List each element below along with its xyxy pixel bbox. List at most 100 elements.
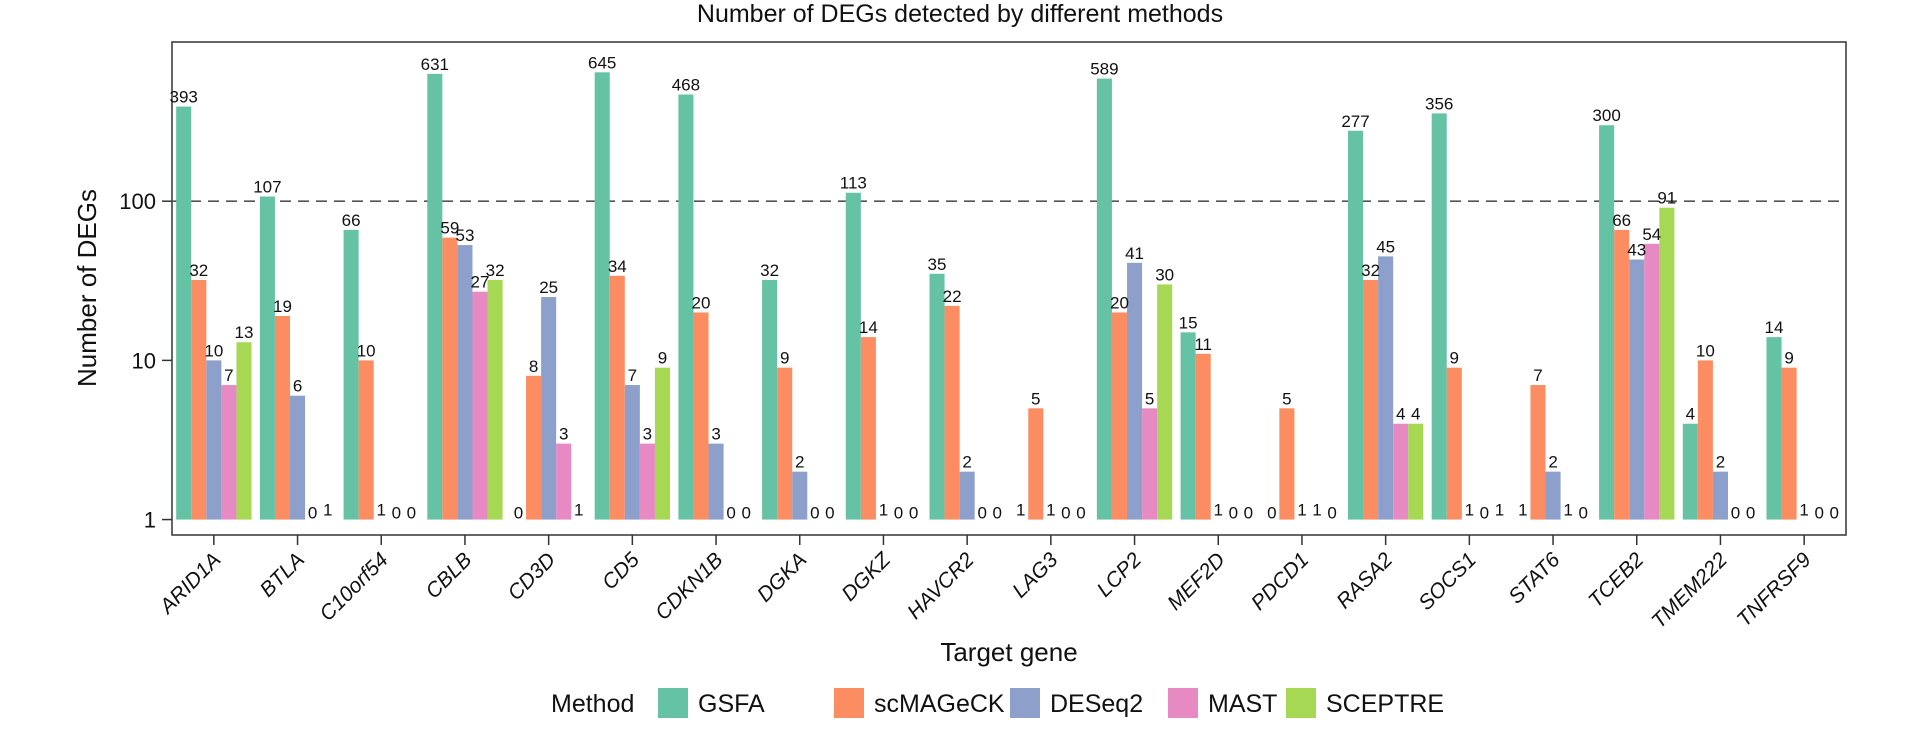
bar-value-label: 0 (1327, 504, 1336, 523)
legend-swatch (1286, 688, 1316, 718)
x-tick-label: LAG3 (1008, 548, 1062, 602)
bar (457, 245, 473, 520)
x-tick-label: DGKA (753, 548, 811, 606)
x-tick-label: DGKZ (837, 547, 895, 605)
bar-value-label: 35 (928, 255, 947, 274)
bar-value-label: 0 (1244, 504, 1253, 523)
bar-value-label: 22 (943, 287, 962, 306)
bar (1279, 408, 1295, 520)
bar-value-label: 0 (1061, 504, 1070, 523)
bar (1599, 125, 1615, 520)
legend-label: scMAGeCK (874, 690, 1005, 718)
bar-value-label: 0 (1731, 504, 1740, 523)
bar-value-label: 0 (810, 504, 819, 523)
bar (541, 297, 557, 520)
bar (777, 367, 793, 520)
bar-value-label: 3 (643, 425, 652, 444)
bar (221, 385, 237, 520)
bar-value-label: 0 (909, 504, 918, 523)
bar-value-label: 8 (529, 357, 538, 376)
x-tick-label: C10orf54 (315, 548, 392, 625)
bar-value-label: 393 (170, 88, 198, 107)
bar (290, 395, 306, 520)
bar (1378, 256, 1394, 520)
bar-value-label: 15 (1179, 313, 1198, 332)
bar-value-label: 468 (672, 75, 700, 94)
x-tick-label: CD5 (598, 548, 644, 594)
bar-value-label: 9 (780, 349, 789, 368)
bar-value-label: 0 (1578, 504, 1587, 523)
bar-value-label: 0 (741, 504, 750, 523)
bar-value-label: 0 (1480, 504, 1489, 523)
bar-value-label: 5 (1282, 389, 1291, 408)
bar-value-label: 14 (1765, 318, 1784, 337)
bar-value-label: 1 (879, 501, 888, 520)
bar (206, 360, 222, 520)
bar-value-label: 13 (235, 323, 254, 342)
bar-value-label: 5 (1031, 389, 1040, 408)
bar-value-label: 3 (559, 425, 568, 444)
bar-value-label: 113 (840, 174, 867, 193)
bar-value-label: 32 (189, 261, 208, 280)
x-axis-title: Target gene (940, 637, 1077, 667)
bar (526, 375, 542, 520)
bar-value-label: 0 (308, 504, 317, 523)
bar-value-label: 300 (1592, 106, 1620, 125)
bar (944, 305, 960, 520)
bar-value-label: 2 (1716, 453, 1725, 472)
bar (1195, 353, 1211, 520)
bar-value-label: 9 (658, 349, 667, 368)
bar (708, 443, 724, 520)
bar-value-label: 631 (421, 55, 449, 74)
bar-value-label: 277 (1341, 112, 1369, 131)
x-tick-label: HAVCR2 (903, 548, 979, 624)
bar-value-label: 1 (1518, 501, 1527, 520)
bar (624, 385, 640, 520)
bar-value-label: 45 (1376, 237, 1395, 256)
bar-value-label: 0 (993, 504, 1002, 523)
legend-swatch (658, 688, 688, 718)
bar-value-label: 32 (486, 261, 505, 280)
bar (487, 279, 503, 520)
bar (358, 360, 374, 520)
legend-swatch (1168, 688, 1198, 718)
bar (1766, 337, 1782, 520)
bar-value-label: 7 (1533, 366, 1542, 385)
bar-value-label: 11 (1194, 335, 1212, 354)
bar (442, 237, 458, 520)
bar-value-label: 34 (608, 257, 627, 276)
x-tick-label: BTLA (256, 548, 309, 601)
bar-value-label: 1 (1563, 501, 1572, 520)
bar-value-label: 14 (859, 318, 878, 337)
bar-value-label: 2 (962, 453, 971, 472)
bar-value-label: 0 (407, 504, 416, 523)
bar-value-label: 0 (726, 504, 735, 523)
y-axis: 1 10 100 (119, 189, 172, 533)
bar (959, 471, 975, 520)
bar (1157, 284, 1173, 520)
bar-value-label: 5 (1145, 389, 1154, 408)
bar (762, 279, 778, 520)
x-tick-label: TNFRSF9 (1733, 548, 1816, 631)
bar (594, 72, 610, 520)
bar-value-label: 10 (357, 341, 376, 360)
bar-value-label: 645 (588, 53, 616, 72)
bar (427, 73, 443, 520)
y-axis-title: Number of DEGs (72, 189, 102, 387)
bar-value-label: 91 (1657, 189, 1676, 208)
bar-value-label: 0 (1229, 504, 1238, 523)
x-axis: ARID1A BTLA C10orf54 CBLB CD3D CD5 CDKN1B DGKA D… (154, 535, 1816, 633)
bar-value-label: 0 (514, 504, 523, 523)
legend-label: MAST (1208, 690, 1277, 718)
x-tick-label: PDCD1 (1247, 548, 1314, 615)
x-tick-label: TMEM222 (1647, 548, 1732, 633)
bar (1028, 408, 1044, 520)
bar-value-label: 0 (894, 504, 903, 523)
bar-value-label: 7 (224, 366, 233, 385)
bar (1659, 207, 1675, 520)
bar (929, 273, 945, 520)
legend-label: SCEPTRE (1326, 690, 1444, 718)
bar-value-label: 0 (1830, 504, 1839, 523)
bar-value-label: 0 (1746, 504, 1755, 523)
bar-value-label: 0 (1267, 504, 1276, 523)
